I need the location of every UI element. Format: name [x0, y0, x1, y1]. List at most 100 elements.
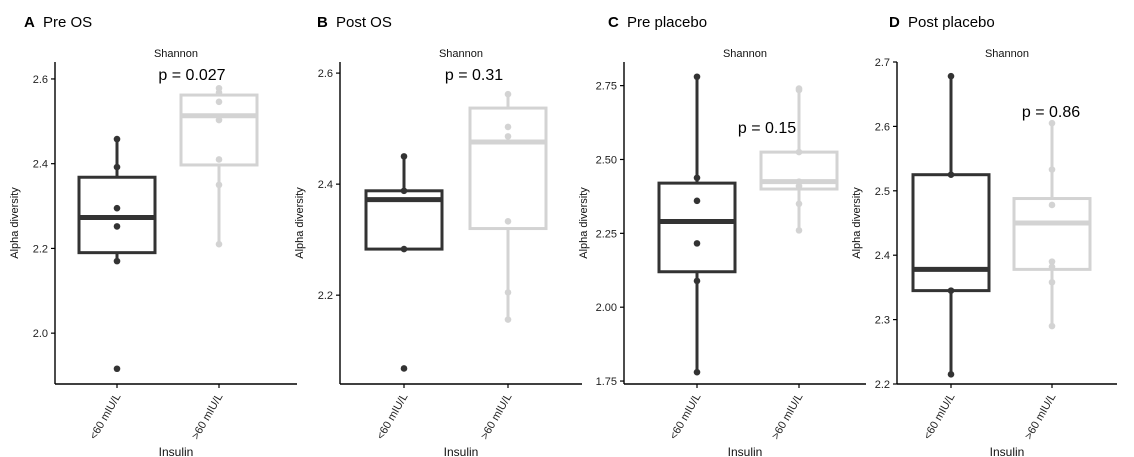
y-tick-label: 2.5	[875, 186, 890, 198]
data-point	[795, 86, 803, 94]
data-point	[504, 90, 512, 98]
y-tick-label: 2.75	[596, 81, 617, 93]
y-tick-label: 2.6	[318, 68, 333, 80]
y-tick-label: 2.6	[875, 121, 890, 133]
data-point	[1048, 166, 1056, 173]
p-value-label: p = 0.86	[1022, 104, 1080, 121]
data-point	[693, 240, 701, 247]
data-point	[947, 371, 955, 378]
box-low-insulin	[657, 73, 737, 376]
data-point	[113, 257, 121, 265]
x-axis-label: Insulin	[159, 445, 194, 457]
y-axis-label: Alpha diversity	[294, 187, 306, 259]
data-point	[504, 316, 512, 323]
data-point	[1048, 263, 1056, 271]
p-value-label: p = 0.027	[158, 67, 225, 84]
box-body	[911, 173, 991, 293]
box-high-insulin	[468, 90, 548, 323]
panel-c: C Pre placebo Shannon 1.75 2.00 2.25 2.50 2.75 A…	[578, 14, 866, 457]
panel-title: Pre placebo	[627, 14, 707, 31]
y-tick-label: 2.0	[33, 328, 48, 340]
y-tick-label: 2.2	[33, 243, 48, 255]
data-point	[215, 89, 223, 96]
x-tick-label: <60 mIU/L	[88, 392, 124, 442]
y-tick-label: 2.4	[33, 159, 48, 171]
y-tick-label: 2.7	[875, 57, 890, 69]
data-point	[693, 73, 701, 81]
data-point	[795, 148, 803, 156]
data-point	[215, 181, 223, 189]
data-point	[795, 200, 803, 208]
x-tick-label: >60 mIU/L	[1023, 392, 1059, 442]
y-tick-label: 2.4	[875, 250, 890, 262]
y-tick-label: 1.75	[596, 376, 617, 388]
box-low-insulin	[911, 72, 991, 378]
data-point	[1048, 119, 1056, 127]
data-point	[504, 218, 512, 225]
y-axis-label: Alpha diversity	[851, 187, 863, 259]
y-tick-label: 2.4	[318, 179, 333, 191]
data-point	[693, 174, 701, 182]
x-tick-label: <60 mIU/L	[668, 392, 704, 442]
y-axis-label: Alpha diversity	[9, 187, 21, 259]
y-tick-label: 2.2	[875, 379, 890, 391]
box-high-insulin	[759, 85, 839, 234]
facet-label: Shannon	[723, 48, 767, 60]
data-point	[400, 187, 408, 195]
data-point	[215, 156, 223, 163]
facet-label: Shannon	[154, 48, 198, 60]
data-point	[400, 153, 408, 160]
x-axis-label: Insulin	[990, 445, 1025, 457]
data-point	[113, 163, 121, 171]
panel-title: Post OS	[336, 14, 392, 31]
data-point	[693, 277, 701, 285]
data-point	[1048, 278, 1056, 286]
y-tick-label: 2.6	[33, 74, 48, 86]
box-low-insulin	[77, 135, 157, 373]
box-body	[179, 93, 259, 167]
data-point	[1048, 201, 1056, 209]
data-point	[693, 197, 701, 205]
y-tick-label: 2.25	[596, 228, 617, 240]
data-point	[947, 171, 955, 178]
box-body	[468, 106, 548, 231]
data-point	[215, 116, 223, 124]
panel-letter: C	[608, 14, 619, 31]
y-tick-label: 2.00	[596, 302, 617, 314]
panel-letter: D	[889, 14, 900, 31]
y-tick-label: 2.2	[318, 290, 333, 302]
panel-letter: B	[317, 14, 328, 31]
p-value-label: p = 0.31	[445, 67, 503, 84]
x-tick-label: >60 mIU/L	[770, 392, 806, 442]
data-point	[947, 72, 955, 80]
data-point	[504, 133, 512, 140]
facet-label: Shannon	[439, 48, 483, 60]
panel-title: Pre OS	[43, 14, 92, 31]
x-tick-label: >60 mIU/L	[479, 392, 515, 442]
box-body	[77, 175, 157, 255]
data-point	[215, 240, 223, 248]
data-point	[947, 287, 955, 294]
data-point	[693, 368, 701, 376]
x-tick-label: <60 mIU/L	[375, 392, 411, 442]
p-value-label: p = 0.15	[738, 120, 796, 137]
x-axis-label: Insulin	[728, 445, 763, 457]
data-point	[113, 135, 121, 143]
panel-letter: A	[24, 14, 35, 31]
data-point	[795, 182, 803, 190]
panel-title: Post placebo	[908, 14, 995, 31]
data-point	[113, 365, 121, 373]
data-point	[400, 365, 408, 372]
data-point	[215, 98, 223, 106]
x-tick-label: >60 mIU/L	[190, 392, 226, 442]
box-high-insulin	[1012, 119, 1092, 330]
data-point	[795, 227, 803, 234]
box-low-insulin	[364, 153, 444, 372]
data-point	[113, 223, 121, 230]
box-high-insulin	[179, 84, 259, 248]
facet-label: Shannon	[985, 48, 1029, 60]
y-axis-label: Alpha diversity	[578, 187, 590, 259]
x-tick-label: <60 mIU/L	[922, 392, 958, 442]
y-tick-label: 2.3	[875, 315, 890, 327]
